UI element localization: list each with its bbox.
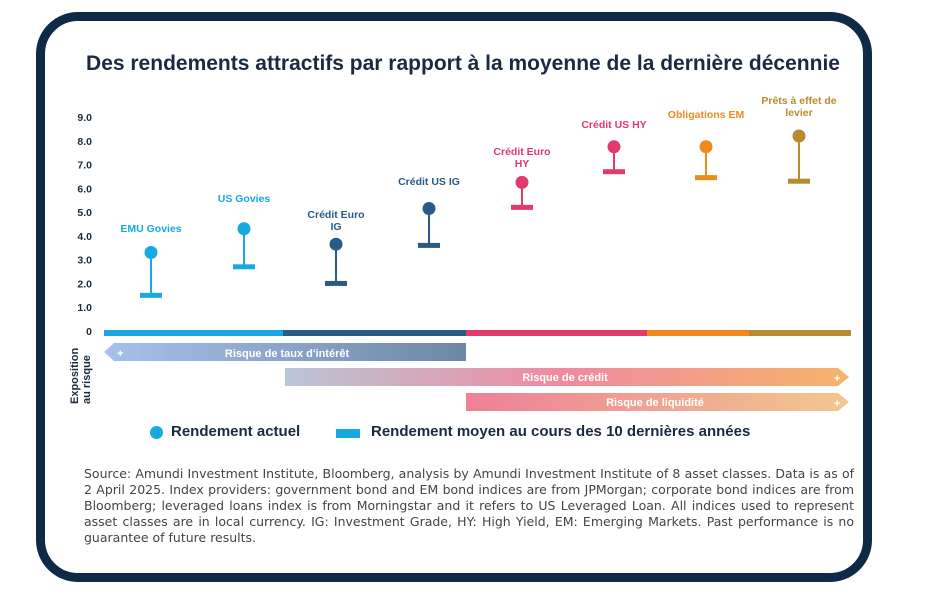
y-tick-label: 3.0 — [77, 255, 92, 267]
average-marker-3 — [418, 242, 440, 248]
current-marker-5 — [607, 140, 621, 154]
source-note: Source: Amundi Investment Institute, Blo… — [84, 466, 854, 545]
y-tick-label: 2.0 — [77, 278, 92, 290]
average-marker-1 — [233, 264, 255, 270]
y-axis-ticks: 0 1.0 2.0 3.0 4.0 5.0 6.0 7.0 8.0 9.0 — [77, 112, 92, 338]
base-bar-loans — [749, 330, 851, 336]
category-label-5: Crédit US HY — [581, 119, 646, 131]
category-label-0: EMU Govies — [120, 223, 181, 235]
chart-title: Des rendements attractifs par rapport à … — [86, 52, 840, 75]
y-tick-label: 4.0 — [77, 231, 92, 243]
y-tick-label: 6.0 — [77, 183, 92, 195]
y-tick-label: 9.0 — [77, 112, 92, 124]
category-label-1: US Govies — [218, 193, 271, 205]
average-marker-6 — [695, 175, 717, 181]
category-label-6: Obligations EM — [668, 109, 745, 121]
risk-band-credit-symbol: + — [834, 373, 840, 385]
category-label-4: Crédit Euro HY — [493, 146, 550, 170]
risk-band-credit-label: Risque de crédit — [522, 372, 608, 384]
y-tick-label: 1.0 — [77, 302, 92, 314]
risk-band-rate-label: Risque de taux d'intérêt — [225, 348, 350, 360]
y-tick-label: 8.0 — [77, 136, 92, 148]
current-marker-4 — [515, 175, 529, 189]
average-marker-0 — [140, 292, 162, 298]
average-marker-4 — [511, 204, 533, 210]
y-tick-label: 7.0 — [77, 160, 92, 172]
base-bar-hy — [466, 330, 647, 336]
category-label-7: Prêts à effet de levier — [761, 95, 836, 119]
current-marker-1 — [237, 222, 251, 236]
y-tick-label: 5.0 — [77, 207, 92, 219]
risk-band-liquidity-label: Risque de liquidité — [606, 397, 704, 409]
risk-axis-label: Exposition au risque — [69, 345, 93, 404]
risk-band-liquidity — [466, 393, 849, 411]
chart-marks: EMU Govies US Govies Crédit Euro IG Crédit U… — [120, 95, 837, 298]
current-marker-2 — [329, 237, 343, 251]
card-frame — [36, 12, 872, 582]
base-bar-em — [647, 330, 749, 336]
risk-band-credit — [285, 368, 849, 386]
current-marker-6 — [699, 140, 713, 154]
current-marker-3 — [422, 202, 436, 216]
legend-current-label: Rendement actuel — [171, 423, 301, 440]
current-marker-0 — [144, 246, 158, 260]
category-label-2: Crédit Euro IG — [307, 209, 364, 233]
risk-band-rate — [104, 343, 466, 361]
risk-band-liquidity-symbol: + — [834, 398, 840, 410]
average-marker-2 — [325, 280, 347, 286]
base-bar-govies — [104, 330, 283, 336]
legend-average-label: Rendement moyen au cours des 10 dernière… — [371, 423, 751, 440]
current-marker-7 — [792, 129, 806, 143]
risk-band-rate-symbol: + — [117, 348, 123, 360]
average-marker-7 — [788, 178, 810, 184]
legend-average-marker — [336, 429, 360, 438]
average-marker-5 — [603, 169, 625, 175]
base-bar-ig — [283, 330, 466, 336]
y-tick-label: 0 — [86, 326, 92, 338]
legend-current-marker — [150, 426, 163, 439]
category-label-3: Crédit US IG — [398, 176, 460, 188]
